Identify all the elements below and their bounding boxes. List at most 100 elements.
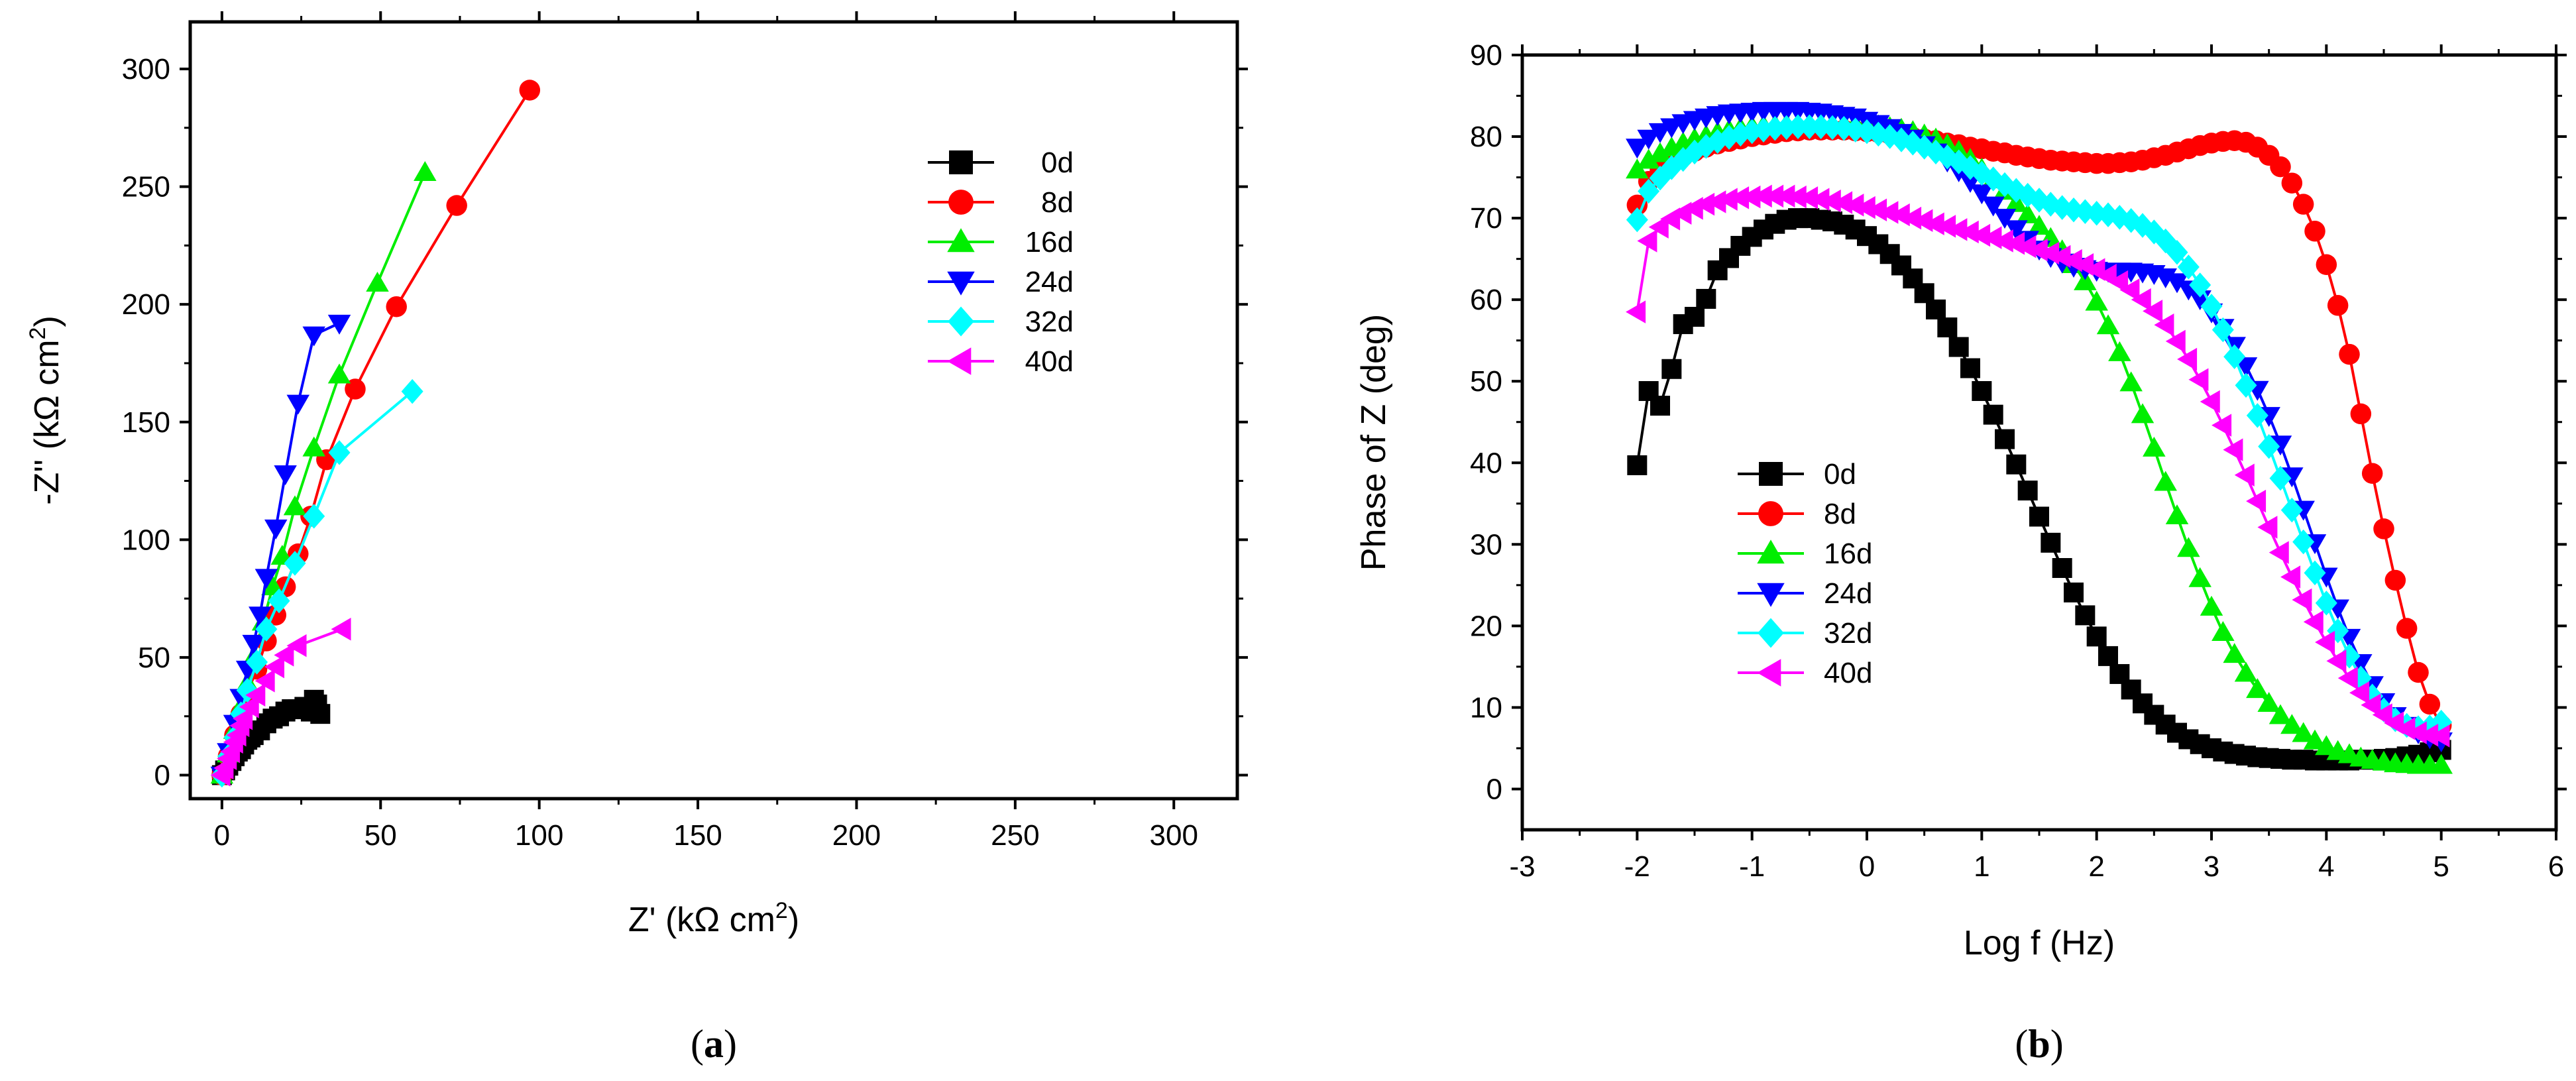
legend-label-24d: 24d [1025,266,1074,298]
data-point-8d [2373,518,2394,540]
data-point-40d [1809,188,1830,211]
data-point-16d [327,363,351,384]
y-tick-label: 60 [1470,284,1502,316]
x-tick-label: -1 [1739,850,1765,883]
legend-label-16d: 16d [1025,226,1074,258]
x-tick-label: 3 [2204,850,2219,883]
data-point-32d [2246,403,2268,428]
data-point-40d [2039,241,2060,265]
y-axis-label: Phase of Z (deg) [1355,314,1393,571]
data-point-40d [2315,630,2335,654]
data-point-40d [1993,229,2013,253]
data-point-40d [1740,185,1761,209]
legend-label-32d: 32d [1824,617,1872,650]
data-point-32d [2223,344,2246,370]
data-point-16d [2257,692,2280,712]
data-point-32d [1638,178,1660,204]
data-point-24d [302,326,325,347]
data-point-0d [310,704,331,724]
data-point-16d [302,436,325,457]
data-point-32d [255,616,278,642]
data-point-0d [2017,481,2038,501]
data-point-16d [2188,567,2212,587]
legend-label-8d: 8d [1041,186,1074,219]
data-point-32d [2315,591,2337,616]
y-tick-label: 50 [138,642,170,674]
data-point-16d [1637,148,1660,169]
data-point-16d [2303,729,2327,750]
data-point-32d [328,440,351,465]
data-point-40d [1717,188,1738,211]
data-point-8d [2281,172,2303,194]
data-point-40d [1936,215,1956,238]
legend-label-0d: 0d [1041,146,1074,179]
data-point-0d [1696,288,1716,309]
data-point-40d [1901,206,1922,230]
data-point-40d [1706,190,1726,213]
legend-marker-24d [1757,583,1785,607]
data-point-8d [2384,569,2406,591]
data-point-40d [2108,270,2129,294]
data-point-16d [2246,678,2269,699]
data-point-0d [1983,404,2003,425]
data-point-40d [1924,212,1944,235]
data-point-40d [1786,185,1807,209]
data-point-16d [2074,270,2097,290]
data-point-32d [2269,465,2292,491]
x-tick-label: 6 [2548,850,2564,883]
data-point-32d [2189,272,2212,298]
data-point-40d [2154,313,2174,337]
data-point-32d [2166,240,2188,265]
data-point-0d [2064,582,2084,602]
data-point-32d [1798,114,1820,140]
x-tick-label: 150 [673,819,722,852]
data-point-32d [1787,114,1809,140]
x-tick-label: 200 [832,819,881,852]
data-point-40d [2268,541,2289,564]
data-point-16d [2016,203,2039,223]
data-point-40d [2188,368,2209,391]
data-point-8d [2396,618,2418,639]
data-point-40d [1820,190,1841,213]
data-point-16d [414,161,437,182]
data-point-8d [2316,254,2337,275]
series-0d [1627,208,2451,771]
legend-label-32d: 32d [1025,306,1074,338]
data-point-16d [2292,722,2315,742]
data-point-32d [2304,560,2326,586]
series-line-0d [1636,217,2442,762]
data-point-24d [242,634,266,655]
data-point-8d [2327,295,2349,316]
y-tick-label: 70 [1470,202,1502,235]
x-tick-label: 5 [2433,850,2449,883]
data-point-24d [2268,435,2292,456]
data-point-40d [2200,390,2220,414]
y-tick-label: 300 [122,53,170,85]
plot-frame [188,20,1239,801]
data-point-0d [1627,455,1648,475]
y-tick-label: 0 [1486,773,1502,805]
data-point-0d [1650,396,1670,416]
data-point-32d [284,551,306,576]
data-point-8d [2350,403,2372,425]
legend-marker-8d [948,190,974,215]
data-point-40d [2119,278,2140,302]
x-tick-label: 4 [2318,850,2334,883]
data-point-8d [345,378,366,400]
data-point-8d [2419,693,2441,715]
data-point-16d [2165,504,2189,524]
data-point-16d [366,271,389,292]
legend-marker-16d [1757,540,1785,564]
chart-a: 0 50 100 150 200 250 300 0 50 100 150 200 250 300 Z' (… [25,11,1248,1066]
legend-marker-24d [947,271,975,296]
data-point-40d [2361,693,2381,716]
data-point-40d [1855,196,1876,219]
data-point-24d [1648,123,1672,143]
data-point-40d [254,669,275,693]
data-point-16d [2027,215,2051,235]
legend-marker-40d [1757,659,1781,687]
data-point-40d [1729,186,1750,209]
x-tick-label: -2 [1624,850,1650,883]
data-point-16d [2096,314,2120,335]
legend-label-8d: 8d [1824,498,1856,530]
